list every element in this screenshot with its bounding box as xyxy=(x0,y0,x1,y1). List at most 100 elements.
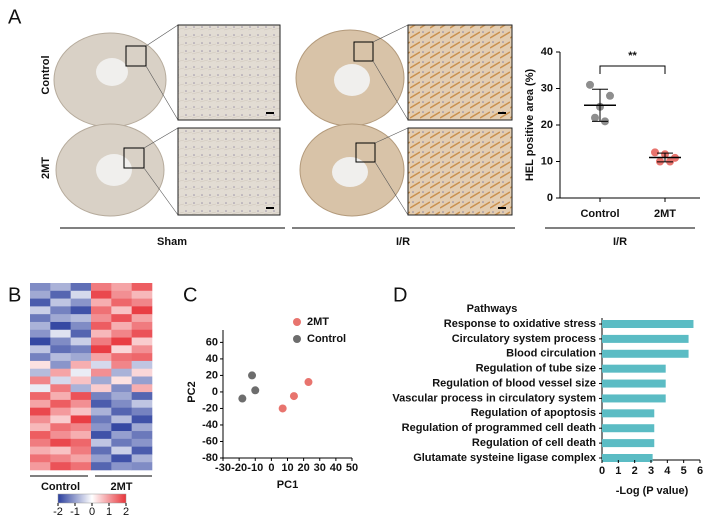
heatmap-cell xyxy=(131,392,153,401)
y-axis-label: PC2 xyxy=(186,381,198,402)
heatmap-cell xyxy=(91,283,112,292)
category-label: Regulation of blood vessel size xyxy=(432,377,596,389)
data-point xyxy=(591,113,599,122)
y-tick-label: 30 xyxy=(541,82,553,94)
heatmap-cell xyxy=(91,376,112,385)
heatmap-cell xyxy=(30,415,51,424)
bar xyxy=(602,424,655,433)
significance: ** xyxy=(628,50,637,62)
heatmap-cell xyxy=(70,314,92,323)
heatmap-cell xyxy=(131,438,153,447)
y-tick-label: 0 xyxy=(547,192,553,204)
heatmap-cell xyxy=(131,321,153,331)
heatmap-cell xyxy=(70,384,92,393)
heatmap-cell xyxy=(91,399,112,408)
x-tick-label: 3 xyxy=(648,465,654,477)
heatmap-cell xyxy=(50,314,71,323)
colorbar-tick-label: -1 xyxy=(70,506,80,518)
heatmap-cell xyxy=(30,392,51,401)
heatmap-cell xyxy=(131,360,153,370)
heatmap-cell xyxy=(70,438,92,447)
data-point xyxy=(289,392,298,401)
y-tick-label: -60 xyxy=(202,435,218,447)
heatmap-cell xyxy=(131,353,153,362)
heatmap-cell xyxy=(111,454,132,463)
heatmap-cell xyxy=(30,431,51,440)
x-tick-label: 40 xyxy=(330,462,342,474)
heatmap-cell xyxy=(70,329,92,338)
legend-marker xyxy=(293,318,301,326)
heatmap-cell xyxy=(50,345,71,354)
legend-marker xyxy=(293,335,301,343)
group-label: I/R xyxy=(613,236,627,248)
heatmap-cell xyxy=(131,423,153,432)
heatmap-cell xyxy=(70,298,92,307)
data-point xyxy=(586,80,594,89)
heatmap-cell xyxy=(50,306,71,315)
x-tick-label: 2 xyxy=(632,465,638,477)
heatmap-cell xyxy=(30,298,51,307)
heatmap-cell xyxy=(111,399,132,408)
heatmap-cell xyxy=(30,314,51,323)
colorbar xyxy=(57,493,127,504)
x-tick-label: 1 xyxy=(615,465,621,477)
heatmap-cell xyxy=(50,399,71,408)
heatmap-cell xyxy=(91,407,112,416)
panel-label: D xyxy=(393,284,407,306)
heatmap-cell xyxy=(50,353,71,362)
y-tick-label: 60 xyxy=(206,336,218,348)
heatmap-cell xyxy=(30,454,51,463)
heatmap-cell xyxy=(111,438,132,447)
category-label: Regulation of tube size xyxy=(476,363,596,375)
heatmap-cell xyxy=(111,321,132,331)
heatmap-cell xyxy=(131,314,153,323)
heatmap-cell xyxy=(50,360,71,370)
heatmap-cell xyxy=(70,446,92,455)
data-point xyxy=(251,386,260,395)
heatmap-cell xyxy=(111,360,132,370)
x-axis-label: PC1 xyxy=(277,479,298,491)
x-tick-label: 6 xyxy=(697,465,703,477)
panel-label: C xyxy=(183,284,197,306)
x-axis-label: -Log (P value) xyxy=(616,485,689,497)
heatmap-cell xyxy=(30,368,51,377)
heatmap-cell xyxy=(91,290,112,299)
heatmap-cell xyxy=(50,438,71,447)
x-tick-label: 0 xyxy=(599,465,605,477)
heatmap-cell xyxy=(30,446,51,455)
heatmap-cell xyxy=(111,431,132,440)
heatmap-cell xyxy=(50,376,71,385)
category-label: Blood circulation xyxy=(506,348,596,360)
heatmap-cell xyxy=(131,283,153,292)
error-bar xyxy=(592,88,608,122)
heatmap-cell xyxy=(50,392,71,401)
heatmap-cell xyxy=(70,407,92,416)
heatmap-cell xyxy=(50,454,71,463)
group-label: I/R xyxy=(396,236,410,248)
data-point xyxy=(606,91,614,100)
x-tick-label: 0 xyxy=(268,462,274,474)
heatmap-cell xyxy=(111,384,132,393)
heatmap-cell xyxy=(50,462,71,471)
heatmap-cell xyxy=(111,368,132,377)
bar xyxy=(602,349,689,358)
x-tick-label: 10 xyxy=(281,462,293,474)
heatmap-cell xyxy=(50,384,71,393)
heatmap-cell xyxy=(30,306,51,315)
heatmap-cell xyxy=(30,329,51,338)
heatmap-cell xyxy=(111,290,132,299)
heatmap-cell xyxy=(111,314,132,323)
heatmap-cell xyxy=(131,290,153,299)
heatmap-cell xyxy=(131,337,153,346)
y-tick-label: 10 xyxy=(541,155,553,167)
heatmap-cell xyxy=(91,337,112,346)
heatmap-cell xyxy=(70,392,92,401)
heatmap-cell xyxy=(111,298,132,307)
heatmap-cell xyxy=(111,345,132,354)
bar xyxy=(602,394,666,403)
x-tick-label: -20 xyxy=(231,462,247,474)
y-tick-label: -80 xyxy=(202,452,218,464)
data-point xyxy=(278,404,287,413)
y-tick-label: -20 xyxy=(202,402,218,414)
heatmap-cell xyxy=(30,399,51,408)
